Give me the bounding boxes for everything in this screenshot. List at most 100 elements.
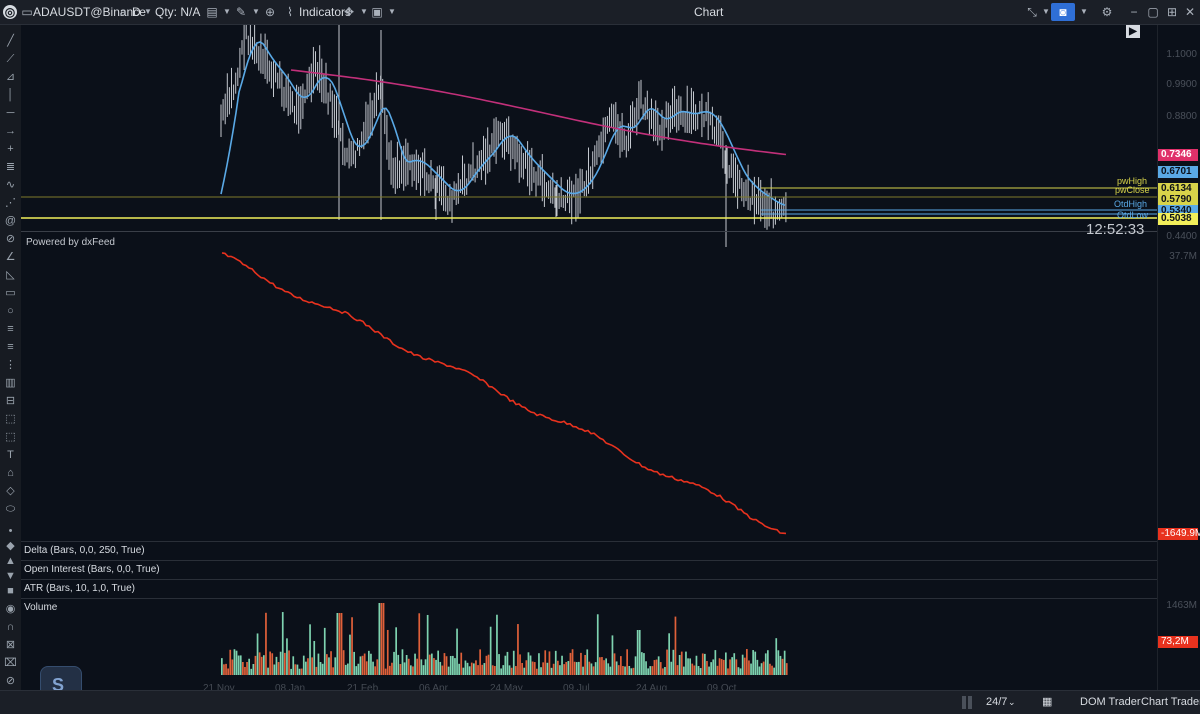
qty-selector[interactable]: Qty: N/A [155,5,201,19]
drawing-pen-icon[interactable]: ✎ [235,5,247,19]
volume-bar [466,662,469,675]
price-axis[interactable]: 1.1000 0.9900 0.8800 0.4400 37.7M 1463M … [1157,25,1200,690]
settings-gear-icon[interactable]: ⚙ [1101,5,1113,19]
angle-icon[interactable]: ∠ [5,251,16,263]
price-tick: 0.8800 [1166,111,1197,122]
drawing-dropdown-icon[interactable]: ▼ [252,7,260,16]
fibonacci-extension-icon[interactable]: ≡ [7,341,14,353]
close-icon[interactable]: ✕ [1184,5,1196,19]
cvd-pane-separator[interactable] [21,541,1157,542]
up-arrow-marker-icon[interactable]: ▲ [5,555,16,567]
oi-pane-separator[interactable] [21,579,1157,580]
fibonacci-fan-icon[interactable]: ⋮ [5,359,16,371]
volume-bar [594,662,597,675]
volume-bar [538,653,540,675]
template-icon[interactable]: ▣ [371,5,383,19]
app-logo-icon[interactable]: ◎ [3,5,17,19]
minimize-icon[interactable]: − [1130,5,1138,19]
lock-icon[interactable]: ⊠ [5,639,16,651]
square-marker-icon[interactable]: ■ [7,585,14,597]
atr-pane-label[interactable]: ATR (Bars, 10, 1,0, True) [24,583,135,594]
interval-selector[interactable]: D [132,5,141,19]
indicators-button[interactable]: Indicators [299,5,352,19]
horizontal-scroll-grip[interactable] [962,696,966,709]
camera-dropdown-icon[interactable]: ▼ [1080,7,1088,16]
symbol-page-icon[interactable]: ▭ [21,5,33,19]
crosshair-dropdown-icon[interactable]: ▼ [360,7,368,16]
extended-line-icon[interactable]: ⊿ [5,71,16,83]
parallel-channel-icon[interactable]: ≣ [5,161,16,173]
curve-icon[interactable]: ∿ [5,179,16,191]
delta-pane-separator[interactable] [21,560,1157,561]
cross-icon[interactable]: + [7,143,14,155]
spiral-icon[interactable]: @ [4,215,17,227]
volume-bar [393,651,395,675]
ruler-icon[interactable]: ⊘ [5,233,16,245]
atr-pane-separator[interactable] [21,598,1157,599]
expand-arrows-icon[interactable]: ⤡ [1027,5,1037,19]
horizontal-scroll-grip-2[interactable] [968,696,972,709]
indicators-icon[interactable]: ⌇ [287,5,293,19]
triangle-icon[interactable]: ◺ [6,269,15,281]
volume-bar [252,664,255,675]
chart-canvas[interactable] [21,25,1157,690]
measure-icon[interactable]: ⬚ [5,431,16,443]
volume-bar [250,668,253,675]
horizontal-line-icon[interactable]: ─ [6,107,15,119]
volume-bar [277,662,280,675]
expand-dropdown-icon[interactable]: ▼ [1042,7,1050,16]
arrow-icon[interactable]: → [5,125,16,137]
session-dropdown-icon[interactable]: ⌄ [1008,697,1016,707]
chart-type-dropdown-icon[interactable]: ▼ [223,7,231,16]
crosshair-icon[interactable]: ✥ [343,5,355,19]
session-selector[interactable]: 24/7 [986,696,1008,708]
symbol-search-icon[interactable]: ⌕ [119,5,127,19]
price-tag-icon[interactable]: ◇ [6,485,15,497]
maximize-icon[interactable]: ▢ [1147,5,1159,19]
price-range-icon[interactable]: ⊟ [5,395,16,407]
volume-bar [697,666,700,675]
zoom-icon[interactable]: ⊕ [264,5,276,19]
ray-icon[interactable]: ⟋ [6,53,15,65]
dom-trader-button[interactable]: DOM Trader [1080,696,1141,708]
pin-icon[interactable]: ⊞ [1166,5,1178,19]
gann-fan-icon[interactable]: ⋰ [5,197,16,209]
open-interest-pane-label[interactable]: Open Interest (Bars, 0,0, True) [24,564,160,575]
moving-average-blue-line [220,41,786,207]
template-dropdown-icon[interactable]: ▼ [388,7,396,16]
callout-icon[interactable]: ⬭ [5,503,16,515]
price-pane-separator[interactable] [21,231,1157,232]
volume-bar [391,662,393,675]
volume-pane-label[interactable]: Volume [24,602,58,613]
rectangle-icon[interactable]: ▭ [5,287,16,299]
date-range-icon[interactable]: ⬚ [5,413,16,425]
fibonacci-retracement-icon[interactable]: ≡ [7,323,14,335]
hide-drawings-icon[interactable]: ⊘ [5,675,16,687]
interval-dropdown-icon[interactable]: ▼ [144,7,152,16]
volume-bar [296,664,299,675]
diamond-marker-icon[interactable]: ◆ [6,540,15,552]
volume-profile-icon[interactable]: ▥ [5,377,16,389]
volume-bar [311,657,313,675]
text-tool-icon[interactable]: T [7,449,14,461]
label-tag-icon[interactable]: ⌂ [7,467,14,479]
vertical-line-icon[interactable]: │ [7,89,14,101]
chart-type-icon[interactable]: ▤ [206,5,218,19]
ellipse-icon[interactable]: ○ [7,305,14,317]
play-replay-icon[interactable]: ▶ [1126,25,1140,38]
delta-pane-label[interactable]: Delta (Bars, 0,0, 250, True) [24,545,145,556]
eye-icon[interactable]: ◉ [5,603,16,615]
chart-trader-button[interactable]: Chart Trader [1141,696,1200,708]
down-arrow-marker-icon[interactable]: ▼ [5,570,16,582]
symbol-selector[interactable]: ADAUSDT@Binance [33,5,146,19]
trend-line-icon[interactable]: ╱ [7,35,14,47]
delete-trash-icon[interactable]: ⌧ [4,657,17,669]
volume-bar [708,666,710,675]
magnet-icon[interactable]: ∩ [6,621,15,633]
camera-icon[interactable]: ◙ [1051,3,1075,21]
volume-bar [548,651,551,675]
dot-marker-icon[interactable]: • [8,525,13,537]
volume-bar [223,664,225,675]
calendar-icon[interactable]: ▦ [1042,696,1053,708]
volume-bar [422,665,425,675]
